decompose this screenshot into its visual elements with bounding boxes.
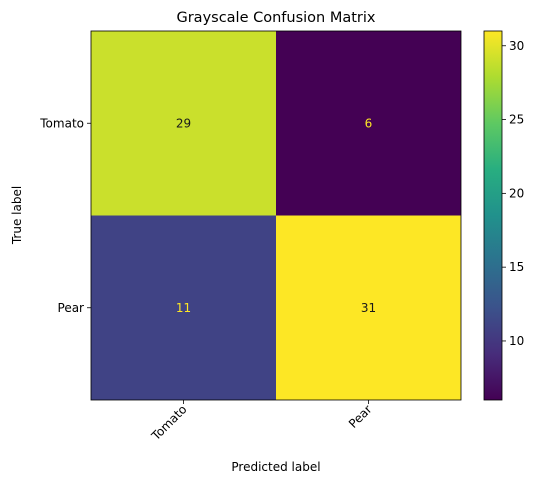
cell-value-label: 29: [176, 116, 191, 130]
x-tick-label: Tomato: [148, 402, 190, 444]
cell-value-label: 11: [176, 301, 191, 315]
colorbar: [484, 31, 502, 400]
cell-value-label: 31: [361, 301, 376, 315]
chart-title: Grayscale Confusion Matrix: [176, 10, 375, 26]
x-axis-label: Predicted label: [231, 460, 320, 474]
y-axis-label: True label: [10, 186, 24, 245]
y-tick-label: Tomato: [39, 116, 84, 130]
colorbar-tick-label: 15: [509, 260, 524, 274]
colorbar-tick-label: 10: [509, 334, 524, 348]
colorbar-tick-label: 25: [509, 113, 524, 127]
colorbar-tick-label: 20: [509, 186, 524, 200]
cell-value-label: 6: [365, 116, 373, 130]
y-axis-ticks: Tomato Pear: [39, 116, 91, 315]
x-tick-label: Pear: [346, 402, 375, 431]
heatmap-cells: [91, 31, 461, 400]
colorbar-ticks: 10 15 20 25 30: [502, 39, 524, 348]
x-axis-ticks: Tomato Pear: [148, 400, 375, 444]
colorbar-tick-label: 30: [509, 39, 524, 53]
y-tick-label: Pear: [58, 301, 85, 315]
